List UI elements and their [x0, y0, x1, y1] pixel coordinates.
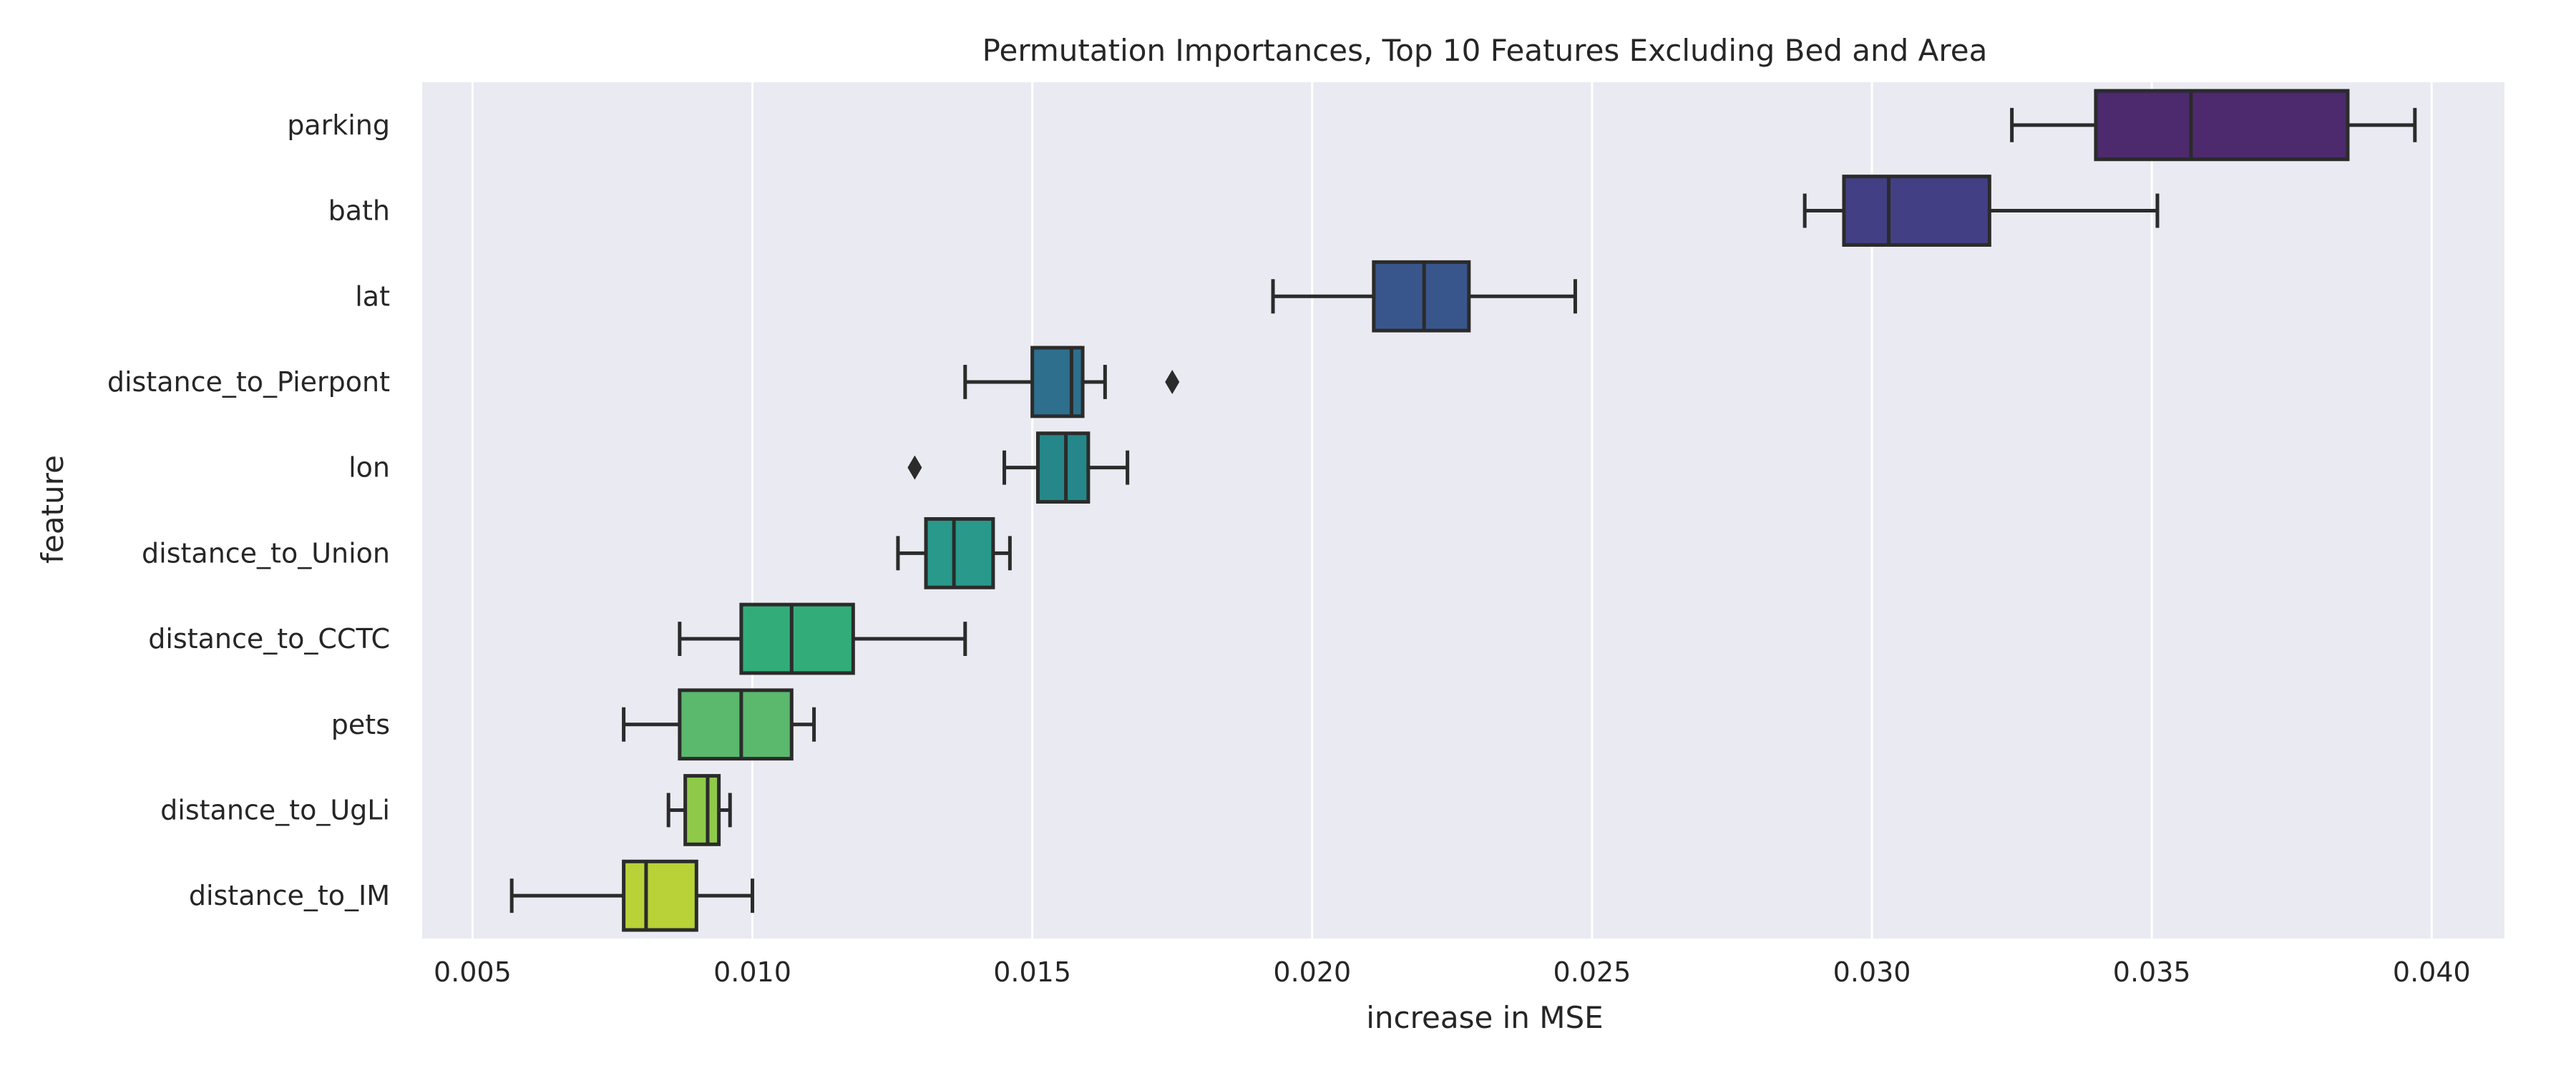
x-tick-label: 0.015 [993, 956, 1071, 988]
box-group-distance_to_UgLi [666, 774, 732, 846]
y-tick-label: distance_to_IM [189, 880, 390, 911]
box [739, 602, 855, 675]
y-tick-label: parking [287, 109, 390, 141]
box [1372, 260, 1471, 333]
box-group-distance_to_CCTC [678, 602, 967, 675]
box [622, 859, 698, 932]
x-tick-label: 0.025 [1553, 956, 1631, 988]
box-group-lat [1271, 260, 1577, 333]
x-tick-label: 0.020 [1273, 956, 1351, 988]
box-group-parking [2010, 89, 2417, 162]
box [1030, 346, 1085, 418]
y-tick-label: distance_to_Pierpont [107, 366, 390, 398]
box [2094, 89, 2350, 162]
box-group-pets [622, 688, 816, 761]
x-tick-label: 0.035 [2113, 956, 2191, 988]
y-tick-label: lon [348, 452, 390, 484]
x-tick-label: 0.040 [2393, 956, 2471, 988]
y-tick-label: distance_to_CCTC [148, 623, 390, 655]
box-group-lon [907, 431, 1130, 504]
box-group-distance_to_Pierpont [963, 346, 1180, 418]
box-group-distance_to_IM [509, 859, 755, 932]
box [683, 774, 721, 846]
plot-area [422, 82, 2504, 939]
outlier-point [907, 455, 922, 480]
x-tick-label: 0.010 [713, 956, 791, 988]
box [924, 516, 995, 589]
y-tick-label: bath [328, 195, 390, 227]
box [678, 688, 794, 761]
y-axis-label: feature [35, 455, 70, 564]
y-tick-label: pets [331, 709, 390, 740]
y-tick-label: distance_to_UgLi [160, 794, 390, 825]
x-tick-labels: 0.005 0.010 0.015 0.020 0.025 0.030 0.035 0.040 [434, 956, 2471, 988]
boxes [509, 89, 2417, 932]
box-group-bath [1802, 175, 2160, 247]
outlier-point [1165, 369, 1180, 394]
x-tick-label: 0.005 [434, 956, 512, 988]
y-tick-label: lat [355, 280, 390, 312]
box [1842, 175, 1991, 247]
box-group-distance_to_Union [896, 516, 1012, 589]
x-tick-label: 0.030 [1833, 956, 1911, 988]
y-tick-label: distance_to_Union [142, 537, 390, 569]
box [1035, 431, 1091, 504]
x-axis-label: increase in MSE [1366, 1000, 1603, 1035]
chart-title: Permutation Importances, Top 10 Features… [982, 33, 1988, 68]
